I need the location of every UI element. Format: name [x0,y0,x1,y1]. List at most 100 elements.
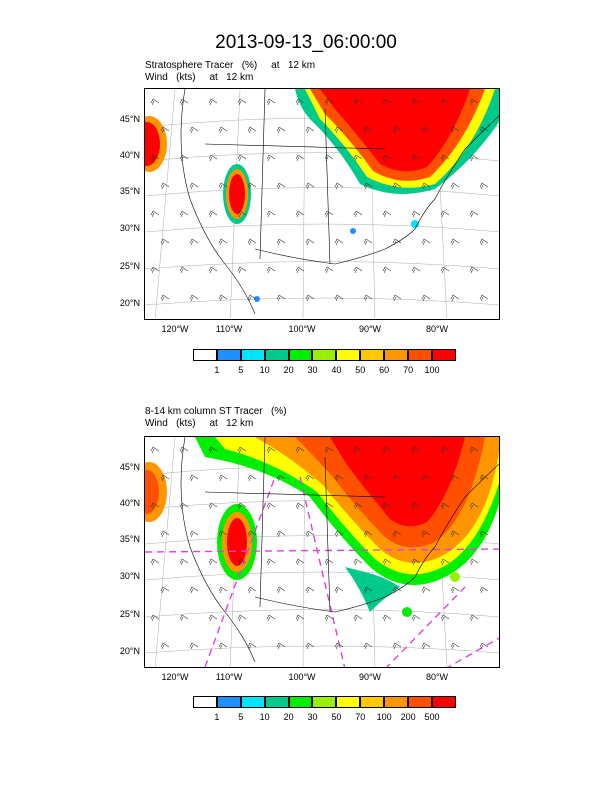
colorbar-swatch [360,349,385,361]
wind-barb [353,502,363,510]
lon-tick-label: 90°W [358,324,382,334]
wind-barb [247,294,257,302]
wind-barb [218,294,228,302]
wind-barb [266,154,276,162]
wind-barb [382,266,392,274]
wind-barb [363,474,373,482]
wind-barb [421,238,431,246]
wind-barbs [150,446,489,650]
wind-barb [363,642,373,650]
lon-tick-label: 80°W [425,672,449,682]
colorbar-label: 100 [424,365,440,375]
wind-barb [450,294,460,302]
wind-barb [353,98,363,106]
wind-barb [392,474,402,482]
colorbar-label: 20 [283,712,294,722]
colorbar-label: 500 [424,712,440,722]
wind-barb [411,558,421,566]
wind-barb [353,558,363,566]
wind-barb [479,238,489,246]
panel2-colorbar [193,696,456,708]
wind-barb [189,642,199,650]
wind-barb [150,98,160,106]
wind-barb [189,126,199,134]
colorbar-swatch [408,349,432,361]
lon-tick-label: 100°W [288,672,316,682]
wind-barb [363,530,373,538]
lat-tick-label: 40°N [119,150,140,160]
wind-barb [160,126,170,134]
wind-barb [247,530,257,538]
wind-barb [237,154,247,162]
wind-barb [324,502,334,510]
wind-barb [382,502,392,510]
wind-barb [160,182,170,190]
colorbar-swatch [216,696,241,708]
wind-barb [189,294,199,302]
wind-barb [440,210,450,218]
wind-barb [479,530,489,538]
colorbar-label: 5 [238,365,244,375]
lat-tick-label: 45°N [119,462,140,472]
wind-barb [382,210,392,218]
wind-barb [363,586,373,594]
colorbar-swatch [384,696,409,708]
wind-barb [150,446,160,454]
wind-barb [324,558,334,566]
wind-barb [179,210,189,218]
wind-barb [353,614,363,622]
wind-barb [276,294,286,302]
lon-tick-label: 100°W [288,324,316,334]
wind-barb [276,586,286,594]
figure-title: 2013-09-13_06:00:00 [215,32,397,53]
lat-tick-label: 25°N [119,261,140,271]
wind-barb [440,266,450,274]
wind-barb [334,642,344,650]
colorbar-swatch [312,696,337,708]
wind-barb [247,586,257,594]
wind-barb [218,126,228,134]
colorbar-swatch [240,349,265,361]
wind-barb [266,614,276,622]
wind-barb [469,614,479,622]
colorbar-label: 200 [400,712,416,722]
wind-barb [334,238,344,246]
wind-barbs [150,98,489,302]
wind-barb [450,530,460,538]
wind-barb [266,502,276,510]
wind-barb [179,98,189,106]
wind-barb [276,238,286,246]
wind-barb [208,210,218,218]
wind-barb [382,614,392,622]
coastlines [180,89,499,315]
panel2-map [144,436,500,668]
wind-barb [440,558,450,566]
wind-barb [411,266,421,274]
wind-barb [324,98,334,106]
wind-barb [334,586,344,594]
colorbar-label: 100 [376,712,392,722]
wind-barb [421,294,431,302]
panel1-map-graphic [145,89,499,319]
wind-barb [150,266,160,274]
wind-barb [450,182,460,190]
wind-barb [266,266,276,274]
wind-barb [382,98,392,106]
colorbar-label: 40 [331,365,342,375]
wind-barb [160,530,170,538]
wind-barb [353,154,363,162]
wind-barb [295,558,305,566]
colorbar-swatch [431,696,456,708]
wind-barb [411,154,421,162]
wind-barb [295,266,305,274]
wind-barb [440,614,450,622]
wind-barb [479,126,489,134]
wind-barb [276,126,286,134]
wind-barb [208,502,218,510]
wind-barb [237,558,247,566]
colorbar-label: 50 [331,712,342,722]
wind-barb [450,238,460,246]
colorbar-swatch [193,696,217,708]
panel2-subtitle-line1: 8-14 km column ST Tracer (%) [145,406,287,417]
wind-barb [324,210,334,218]
